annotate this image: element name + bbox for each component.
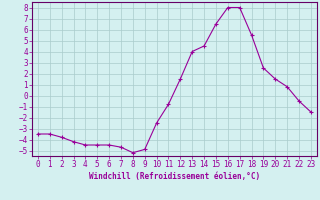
X-axis label: Windchill (Refroidissement éolien,°C): Windchill (Refroidissement éolien,°C)	[89, 172, 260, 181]
